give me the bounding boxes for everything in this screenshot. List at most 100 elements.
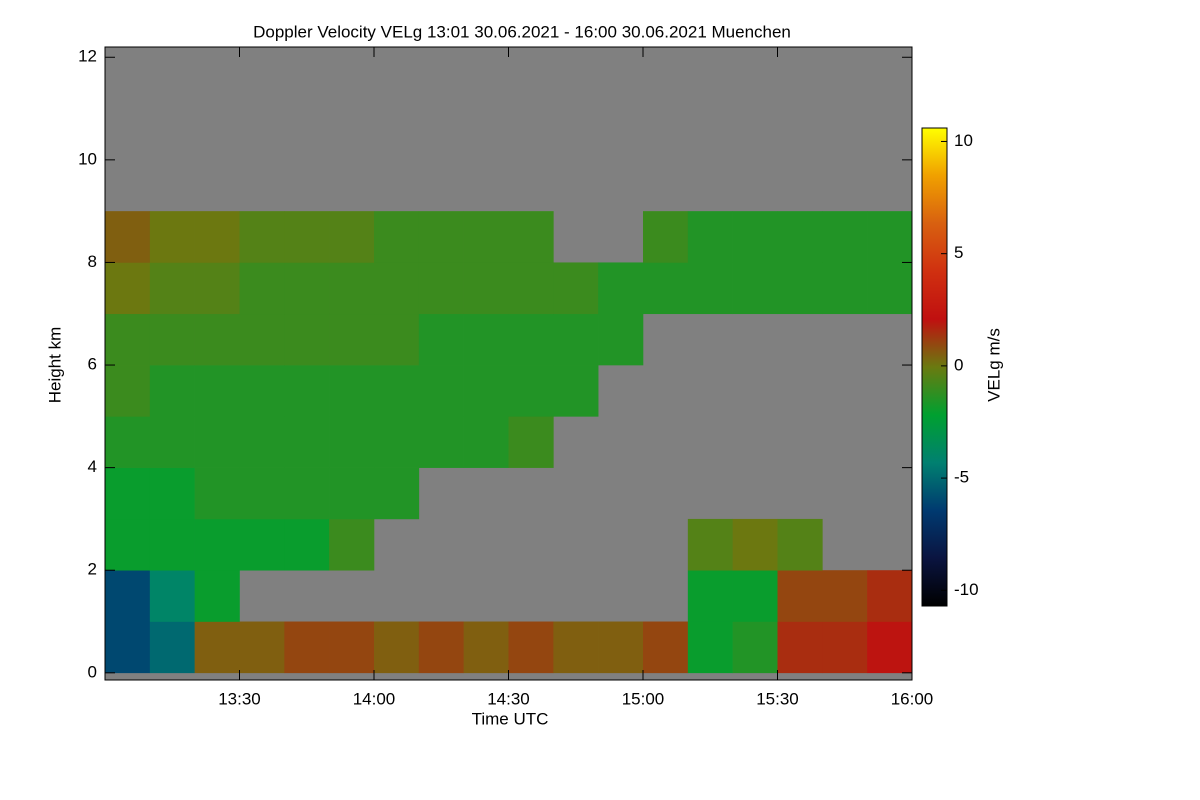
heatmap-cell [194,570,240,622]
y-tick-label: 12 [78,47,97,66]
heatmap-cell [105,313,151,366]
heatmap-cell [508,416,554,468]
heatmap-cell [239,621,285,674]
heatmap-cell [329,313,375,366]
colorbar-tick-label: 0 [954,355,963,374]
heatmap-cell [374,365,420,417]
heatmap-cell [643,262,689,315]
heatmap-cell [329,416,375,468]
heatmap-cell [105,518,151,571]
heatmap-cell [149,365,195,417]
x-tick-label: 16:00 [891,689,934,708]
heatmap-cell [194,621,240,674]
heatmap-cell [822,211,868,263]
heatmap-cell [867,570,913,622]
heatmap-cell [508,313,554,366]
heatmap-cell [105,262,151,315]
heatmap-cell [508,262,554,315]
heatmap-cell [105,621,151,674]
heatmap-cell [329,365,375,417]
heatmap-cell [329,621,375,674]
heatmap-cell [463,365,509,417]
y-tick-label: 10 [78,149,97,168]
heatmap-cell [105,570,151,622]
y-tick-label: 0 [88,662,97,681]
heatmap-cell [463,416,509,468]
heatmap-cell [598,313,644,366]
heatmap-cell [463,262,509,315]
colorbar-tick-label: 10 [954,131,973,150]
heatmap-cell [777,262,823,315]
heatmap-cell [374,416,420,468]
heatmap-cell [329,262,375,315]
heatmap-cell [598,262,644,315]
heatmap-cell [194,416,240,468]
heatmap-cell [822,262,868,315]
heatmap-cell [463,621,509,674]
heatmap-cell [284,621,330,674]
x-tick-label: 15:00 [622,689,665,708]
heatmap-cell [687,570,733,622]
heatmap-cell [418,211,464,263]
heatmap-cell [687,518,733,571]
chart-title: Doppler Velocity VELg 13:01 30.06.2021 -… [253,22,791,41]
heatmap-cell [777,570,823,622]
heatmap-cell [149,313,195,366]
heatmap-cell [508,621,554,674]
heatmap-cell [418,365,464,417]
heatmap-cell [284,518,330,571]
heatmap-cell [732,262,778,315]
colorbar-label: VELg m/s [984,328,1003,402]
heatmap-cell [732,621,778,674]
x-tick-label: 14:30 [487,689,530,708]
heatmap-cell [374,467,420,520]
heatmap-cell [553,621,599,674]
y-tick-label: 4 [88,457,97,476]
heatmap-cell [867,211,913,263]
heatmap-cell [418,416,464,468]
x-axis-label: Time UTC [472,709,549,728]
heatmap-cell [777,211,823,263]
heatmap-cell [329,211,375,263]
heatmap-cell [239,416,285,468]
heatmap-cell [374,313,420,366]
heatmap-cell [732,211,778,263]
heatmap-cell [105,211,151,263]
axes [104,46,913,681]
heatmap-cell [284,416,330,468]
heatmap-cell [284,262,330,315]
heatmap-cell [777,621,823,674]
colorbar-tick-label: 5 [954,243,963,262]
heatmap-cell [284,467,330,520]
heatmap-cell [374,262,420,315]
heatmap-cell [194,467,240,520]
y-tick-label: 2 [88,560,97,579]
heatmap-cell [105,467,151,520]
heatmap-cell [239,518,285,571]
colorbar-tick-label: -10 [954,580,979,599]
heatmap-cell [105,365,151,417]
heatmap-cell [643,621,689,674]
heatmap-cell [149,518,195,571]
heatmap-cell [374,621,420,674]
x-tick-label: 14:00 [353,689,396,708]
x-tick-label: 15:30 [756,689,799,708]
heatmap-cell [822,570,868,622]
heatmap-cell [822,621,868,674]
heatmap-cell [284,211,330,263]
heatmap-cell [867,262,913,315]
heatmap-cell [508,365,554,417]
heatmap-cell [418,621,464,674]
heatmap-cell [687,621,733,674]
y-tick-label: 6 [88,355,97,374]
heatmap-cell [239,467,285,520]
heatmap-cell [374,211,420,263]
colorbar-tick-label: -5 [954,468,969,487]
heatmap-cell [553,262,599,315]
y-tick-label: 8 [88,252,97,271]
heatmap-cell [239,313,285,366]
heatmap-cells [105,211,913,674]
heatmap-cell [867,621,913,674]
heatmap-cell [149,621,195,674]
heatmap-cell [418,262,464,315]
